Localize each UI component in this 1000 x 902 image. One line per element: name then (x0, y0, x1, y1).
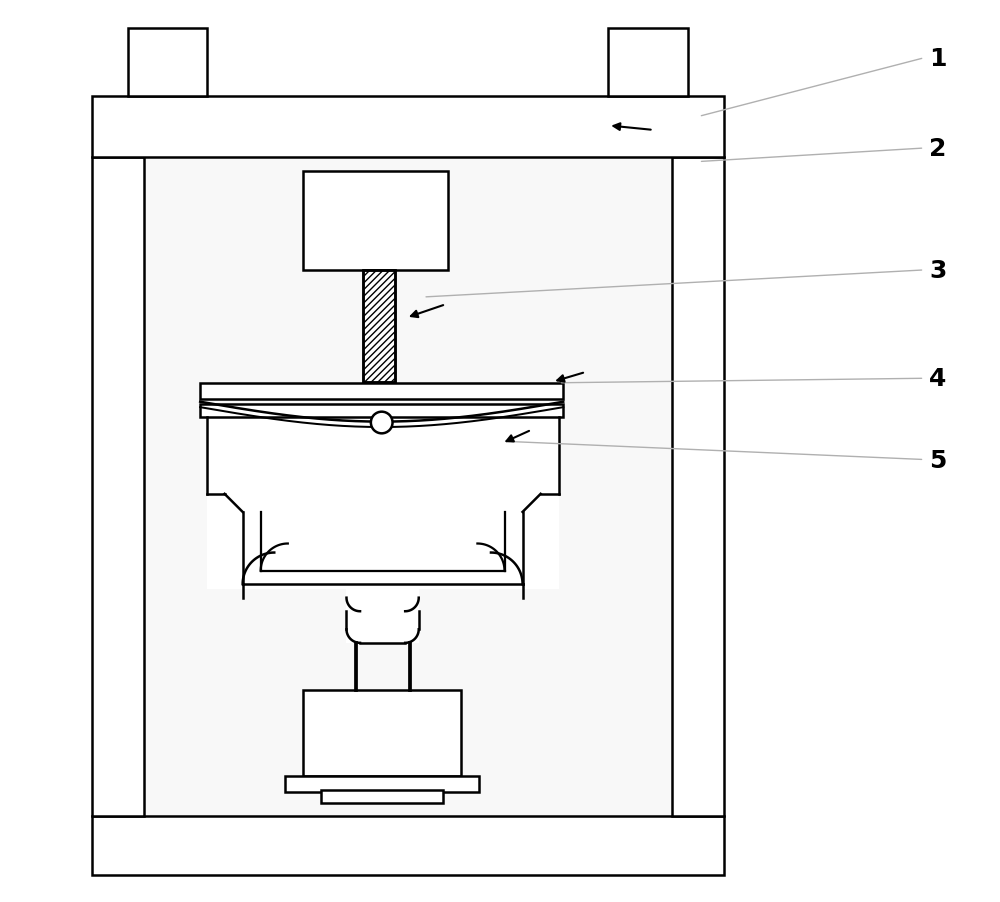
Bar (363, 271, 395, 382)
Bar (321, 790, 443, 803)
Bar (144, 158, 672, 816)
Bar (128, 29, 207, 97)
Bar (363, 271, 395, 382)
Bar (285, 776, 479, 792)
Text: 5: 5 (929, 448, 946, 472)
Bar (92, 816, 724, 875)
Bar (303, 690, 461, 776)
Bar (200, 405, 563, 418)
Circle shape (371, 412, 393, 434)
Text: 3: 3 (929, 259, 946, 282)
Bar (92, 97, 724, 158)
Text: 2: 2 (929, 137, 946, 161)
Bar (92, 158, 144, 816)
Text: 4: 4 (929, 367, 946, 391)
Polygon shape (261, 512, 505, 571)
Bar (346, 584, 419, 643)
Bar (672, 158, 724, 816)
Bar (207, 418, 559, 589)
Bar (200, 383, 563, 400)
Bar (608, 29, 688, 97)
Text: 1: 1 (929, 47, 946, 70)
Bar (303, 171, 448, 271)
